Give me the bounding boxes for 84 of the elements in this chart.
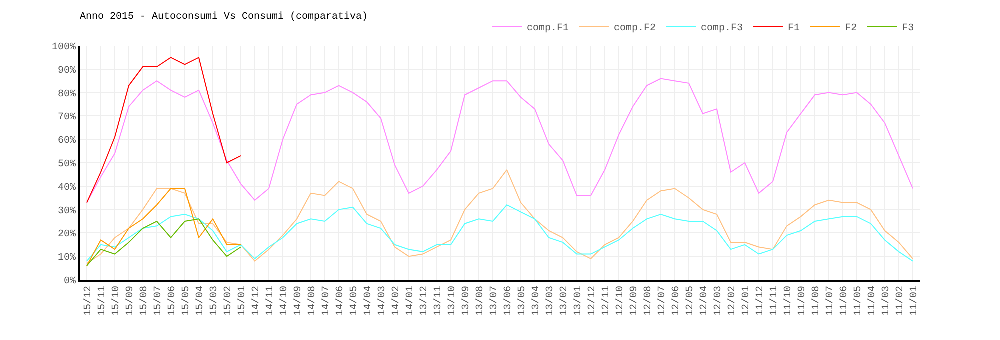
x-tick-label: 15/05 (180, 286, 192, 316)
legend-label: comp.F1 (527, 24, 570, 35)
x-tick-label: 11/02 (894, 286, 906, 316)
x-tick-label: 12/08 (642, 286, 654, 316)
legend-label: comp.F2 (614, 24, 656, 35)
x-tick-label: 12/05 (684, 286, 696, 316)
x-tick-label: 13/09 (460, 286, 472, 316)
x-tick-label: 13/12 (418, 286, 430, 316)
x-tick-label: 15/06 (166, 286, 178, 316)
y-tick-label: 70% (58, 112, 76, 124)
x-tick-label: 14/04 (362, 286, 374, 316)
x-tick-label: 13/01 (572, 286, 584, 316)
x-tick-label: 14/06 (334, 286, 346, 316)
x-tick-label: 14/03 (376, 286, 388, 316)
x-tick-label: 15/03 (208, 286, 220, 316)
x-tick-label: 14/10 (278, 286, 290, 316)
x-tick-label: 11/03 (880, 286, 892, 316)
y-tick-label: 80% (58, 89, 76, 100)
x-tick-label: 13/05 (516, 286, 528, 316)
x-tick-label: 12/03 (712, 286, 724, 316)
y-tick-label: 60% (58, 136, 76, 148)
x-tick-label: 12/02 (726, 286, 738, 316)
x-tick-label: 14/01 (404, 286, 416, 316)
y-tick-label: 100% (52, 42, 76, 54)
line-series (86, 78, 914, 204)
line-series (86, 57, 242, 204)
legend-label: F1 (788, 24, 800, 35)
x-tick-label: 14/11 (264, 286, 276, 316)
x-tick-label: 15/01 (236, 286, 248, 316)
legend-label: F3 (902, 24, 914, 35)
x-tick-label: 12/07 (656, 286, 668, 316)
x-tick-label: 14/12 (250, 286, 262, 316)
x-tick-label: 13/03 (544, 286, 556, 316)
x-tick-label: 11/10 (782, 286, 794, 316)
x-tick-label: 11/11 (768, 286, 780, 316)
x-tick-label: 13/08 (474, 286, 486, 316)
legend-label: F2 (845, 24, 858, 35)
legend-label: comp.F3 (701, 24, 744, 35)
x-tick-label: 13/11 (432, 286, 444, 316)
x-tick-label: 12/10 (614, 286, 626, 316)
y-tick-label: 0% (64, 276, 76, 288)
x-tick-label: 12/12 (586, 286, 598, 316)
x-tick-label: 11/06 (838, 286, 850, 316)
x-tick-label: 12/01 (740, 286, 752, 316)
x-tick-label: 12/09 (628, 286, 640, 316)
x-tick-label: 11/01 (908, 286, 920, 316)
x-tick-label: 15/12 (82, 286, 94, 316)
x-tick-label: 14/05 (348, 286, 360, 316)
x-tick-label: 12/04 (698, 286, 710, 316)
line-series (86, 170, 914, 264)
x-tick-label: 14/09 (292, 286, 304, 316)
x-tick-label: 11/05 (852, 286, 864, 316)
x-tick-label: 15/09 (124, 286, 136, 316)
x-tick-label: 11/12 (754, 286, 766, 316)
line-series (86, 218, 242, 266)
x-tick-label: 13/02 (558, 286, 570, 316)
y-tick-label: 10% (58, 253, 76, 264)
x-tick-label: 11/09 (796, 286, 808, 316)
y-tick-label: 90% (58, 66, 76, 77)
y-tick-label: 30% (58, 206, 76, 218)
y-tick-label: 20% (58, 230, 76, 241)
x-tick-label: 13/04 (530, 286, 542, 316)
x-tick-label: 15/10 (110, 286, 122, 316)
line-series (86, 188, 242, 266)
x-tick-label: 12/11 (600, 286, 612, 316)
chart-title: Anno 2015 - Autoconsumi Vs Consumi (comparativa) (80, 10, 368, 23)
x-tick-label: 14/02 (390, 286, 402, 316)
x-tick-label: 15/02 (222, 286, 234, 316)
x-tick-label: 11/04 (866, 286, 878, 316)
x-tick-label: 13/10 (446, 286, 458, 316)
x-tick-label: 15/08 (138, 286, 150, 316)
x-tick-label: 12/06 (670, 286, 682, 316)
y-tick-label: 40% (58, 182, 76, 194)
x-tick-label: 11/08 (810, 286, 822, 316)
x-tick-label: 14/07 (320, 286, 332, 316)
x-tick-label: 13/07 (488, 286, 500, 316)
x-tick-label: 15/07 (152, 286, 164, 316)
x-tick-label: 11/07 (824, 286, 836, 316)
line-series (86, 204, 914, 262)
y-tick-label: 50% (58, 160, 76, 170)
x-tick-label: 15/04 (194, 286, 206, 316)
x-tick-label: 13/06 (502, 286, 514, 316)
x-tick-label: 15/11 (96, 286, 108, 316)
x-tick-label: 14/08 (306, 286, 318, 316)
